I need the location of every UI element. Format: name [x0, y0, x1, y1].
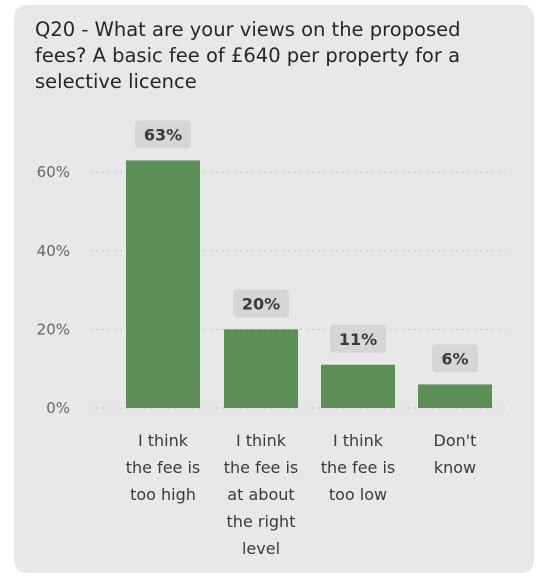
data-labels: 63% 20% 11% 6%: [135, 120, 478, 373]
y-tick-label: 60%: [37, 163, 70, 181]
data-label-bg: [135, 120, 191, 149]
category-label-line: I think: [138, 431, 189, 450]
data-label: 20%: [233, 289, 289, 318]
bar: [321, 364, 395, 408]
category-label: I think the fee is too high: [126, 431, 201, 504]
y-tick-label: 0%: [46, 399, 70, 417]
category-label-line: know: [434, 458, 476, 477]
y-tick-label: 20%: [37, 320, 70, 338]
bars: [126, 160, 492, 408]
category-label-line: the right: [227, 512, 296, 531]
data-label: 11%: [330, 324, 386, 353]
bar: [126, 160, 200, 408]
category-label-line: Don't: [434, 431, 477, 450]
y-tick-label: 40%: [37, 242, 70, 260]
category-label-line: too low: [329, 485, 387, 504]
category-label-line: too high: [130, 485, 196, 504]
chart-title: Q20 - What are your views on the propose…: [35, 18, 461, 93]
category-label: Don't know: [434, 431, 477, 477]
data-label-bg: [330, 324, 386, 353]
category-label-line: level: [242, 539, 280, 558]
category-label-line: the fee is: [224, 458, 299, 477]
bar: [418, 384, 492, 408]
data-label: 6%: [432, 344, 478, 373]
category-label-line: at about: [227, 485, 294, 504]
data-label-bg: [432, 344, 478, 373]
data-label-text: 20%: [242, 294, 280, 313]
category-label: I think the fee is too low: [321, 431, 396, 504]
data-label-text: 6%: [441, 349, 468, 368]
bar: [224, 329, 298, 408]
y-axis-ticks: 0% 20% 40% 60%: [37, 163, 70, 417]
data-label-bg: [233, 289, 289, 318]
data-label-text: 11%: [339, 330, 377, 349]
data-label: 63%: [135, 120, 191, 149]
data-label-text: 63%: [144, 125, 182, 144]
category-label-line: I think: [236, 431, 287, 450]
category-label: I think the fee is at about the right level: [224, 431, 299, 558]
category-labels: I think the fee is too high I think the fee …: [126, 431, 477, 558]
chart-card: [14, 5, 534, 573]
category-label-line: the fee is: [126, 458, 201, 477]
category-label-line: I think: [333, 431, 384, 450]
category-label-line: the fee is: [321, 458, 396, 477]
